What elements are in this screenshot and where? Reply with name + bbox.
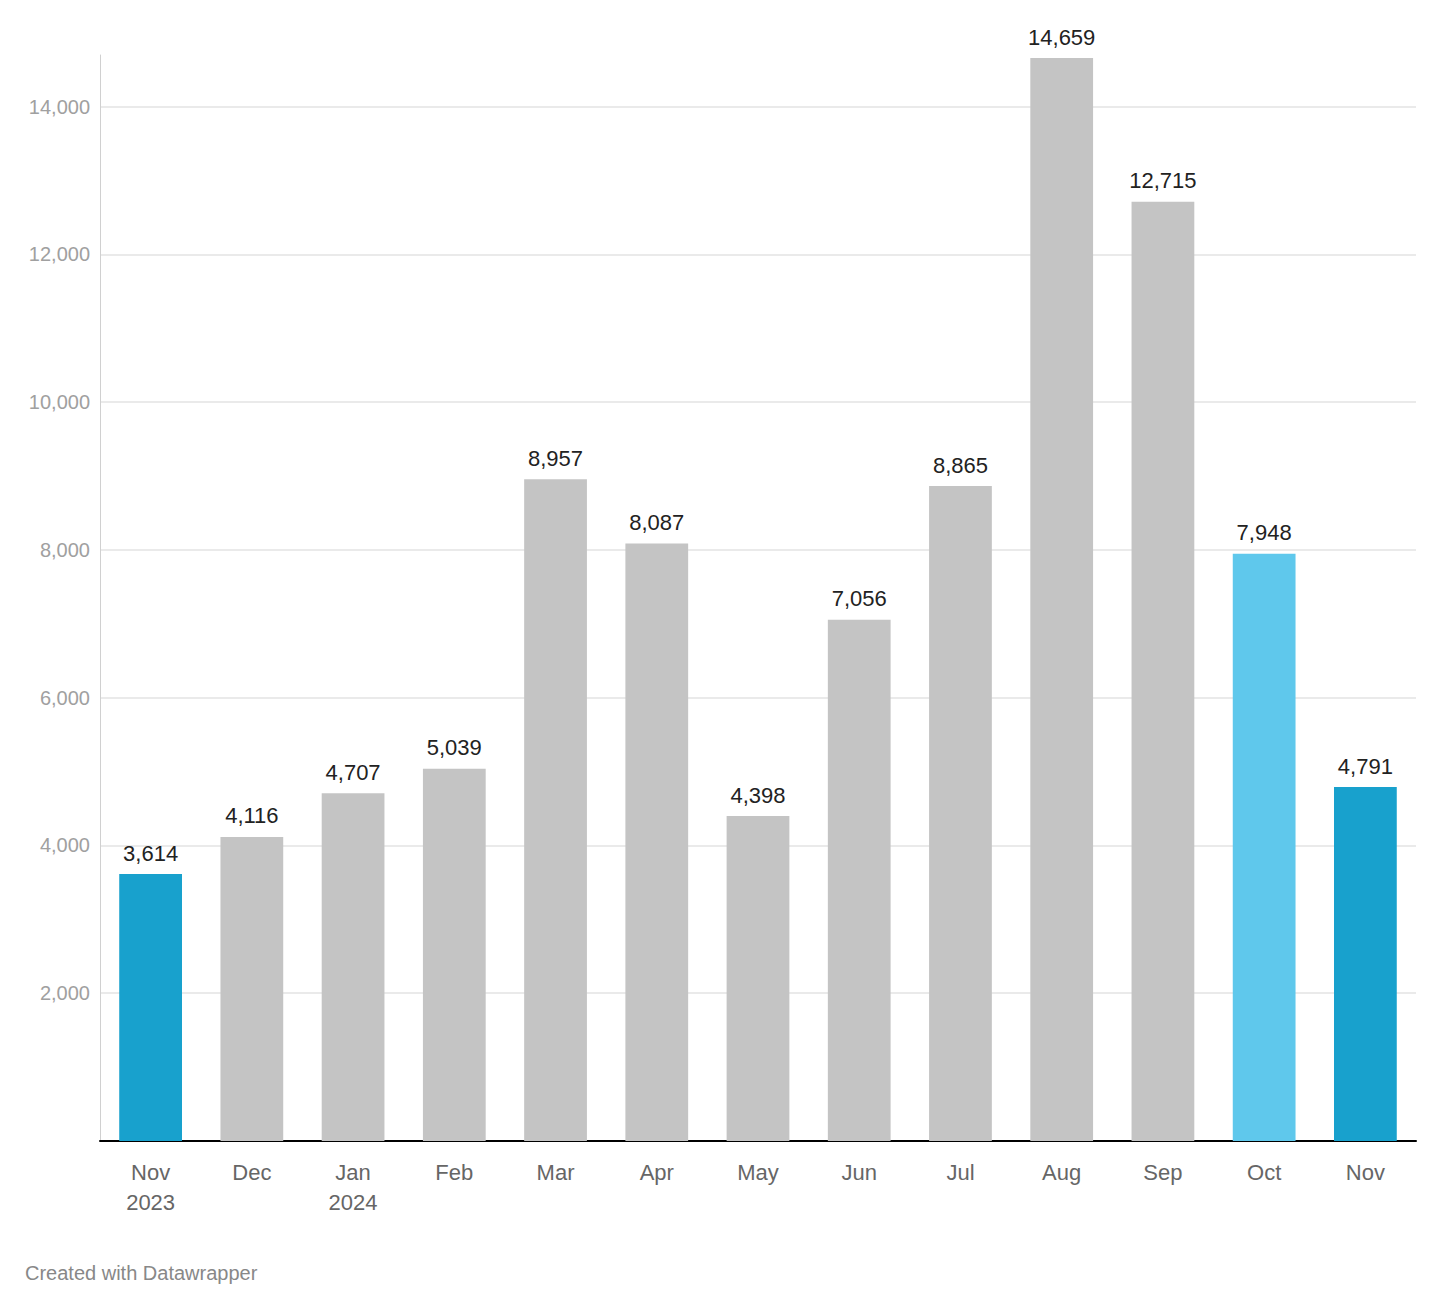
svg-text:8,087: 8,087 [629,510,684,535]
svg-text:Jan: Jan [335,1160,370,1185]
svg-text:8,957: 8,957 [528,446,583,471]
svg-text:Nov: Nov [131,1160,170,1185]
svg-text:Created with Datawrapper: Created with Datawrapper [25,1262,258,1284]
svg-text:4,791: 4,791 [1338,754,1393,779]
svg-text:2,000: 2,000 [40,982,90,1004]
svg-text:Oct: Oct [1247,1160,1281,1185]
svg-text:6,000: 6,000 [40,687,90,709]
svg-text:4,707: 4,707 [326,760,381,785]
svg-text:2024: 2024 [329,1190,378,1215]
svg-text:7,056: 7,056 [832,586,887,611]
svg-text:Mar: Mar [537,1160,575,1185]
svg-text:Sep: Sep [1143,1160,1182,1185]
svg-text:4,000: 4,000 [40,834,90,856]
svg-text:8,865: 8,865 [933,453,988,478]
svg-text:Feb: Feb [435,1160,473,1185]
svg-text:Aug: Aug [1042,1160,1081,1185]
svg-text:5,039: 5,039 [427,735,482,760]
svg-text:3,614: 3,614 [123,841,178,866]
svg-text:Apr: Apr [640,1160,674,1185]
svg-text:Jul: Jul [946,1160,974,1185]
svg-text:4,116: 4,116 [225,803,278,828]
svg-text:8,000: 8,000 [40,539,90,561]
svg-text:7,948: 7,948 [1237,520,1292,545]
svg-text:14,000: 14,000 [29,96,90,118]
svg-text:4,398: 4,398 [730,783,785,808]
svg-text:10,000: 10,000 [29,391,90,413]
svg-text:12,000: 12,000 [29,243,90,265]
svg-text:2023: 2023 [126,1190,175,1215]
svg-text:Nov: Nov [1346,1160,1385,1185]
svg-text:14,659: 14,659 [1028,25,1095,50]
svg-text:May: May [737,1160,779,1185]
svg-text:Jun: Jun [841,1160,876,1185]
svg-text:12,715: 12,715 [1129,168,1196,193]
svg-text:Dec: Dec [232,1160,271,1185]
